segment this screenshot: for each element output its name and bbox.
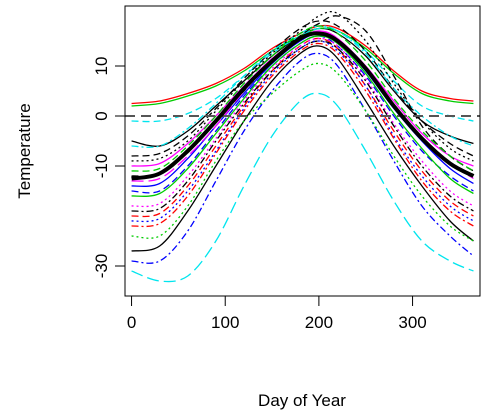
series-line-19 xyxy=(131,25,474,148)
series-line-18 xyxy=(131,40,474,213)
y-tick-label: -10 xyxy=(92,154,111,179)
series-line-8 xyxy=(131,37,474,218)
y-axis: -30 -10 0 10 xyxy=(92,57,126,279)
series-line-4 xyxy=(131,27,474,107)
y-tick-label: 0 xyxy=(92,111,111,120)
y-axis-title: Temperature xyxy=(15,103,34,198)
series-line-11 xyxy=(131,35,474,194)
series-line-9 xyxy=(131,62,474,242)
series-line-1 xyxy=(131,45,474,252)
series-line-23 xyxy=(131,11,474,162)
x-tick-label: 200 xyxy=(305,313,333,332)
y-tick-label: -30 xyxy=(92,254,111,279)
series-layer xyxy=(131,11,474,283)
series-line-12 xyxy=(131,20,474,157)
y-tick-label: 10 xyxy=(92,57,111,76)
series-line-13 xyxy=(131,37,474,208)
x-tick-label: 100 xyxy=(211,313,239,332)
series-line-7 xyxy=(131,27,474,123)
mean-curve xyxy=(131,31,475,181)
x-tick-label: 0 xyxy=(127,313,136,332)
series-line-15 xyxy=(131,32,474,187)
x-axis-title: Day of Year xyxy=(258,391,346,410)
series-line-22 xyxy=(131,40,474,223)
mean-layer xyxy=(131,31,475,181)
series-line-16 xyxy=(131,35,474,197)
x-tick-label: 300 xyxy=(398,313,426,332)
series-line-20 xyxy=(131,25,474,172)
series-line-2 xyxy=(131,27,474,147)
series-line-6 xyxy=(131,92,474,283)
x-axis: 0 100 200 300 xyxy=(127,295,427,332)
series-line-5 xyxy=(131,52,474,264)
